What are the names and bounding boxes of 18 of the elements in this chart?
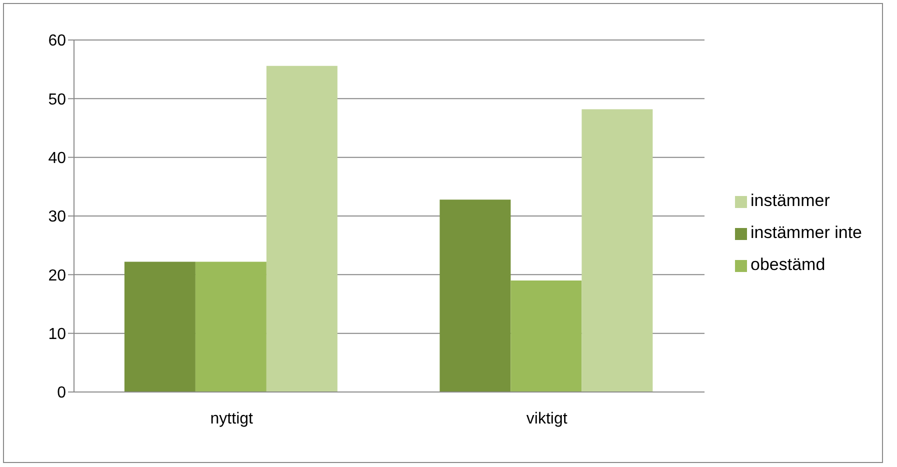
y-tick-label: 30 <box>48 208 66 226</box>
bar <box>195 262 266 392</box>
legend-label: instämmer inte <box>750 223 862 242</box>
bar <box>124 262 196 392</box>
bar <box>582 109 653 392</box>
y-tick-label: 0 <box>57 384 66 402</box>
bar <box>440 200 511 392</box>
bar <box>510 280 582 392</box>
legend-label: obestämd <box>750 255 826 274</box>
legend-label: instämmer <box>750 191 830 210</box>
x-tick-label: nyttigt <box>210 410 254 428</box>
y-tick-label: 10 <box>48 326 66 344</box>
y-tick-label: 50 <box>48 91 66 108</box>
y-tick-label: 20 <box>48 267 66 284</box>
bar <box>266 66 338 392</box>
y-tick-label: 60 <box>48 32 66 50</box>
y-tick-label: 40 <box>48 150 66 168</box>
x-tick-label: viktigt <box>526 410 568 428</box>
